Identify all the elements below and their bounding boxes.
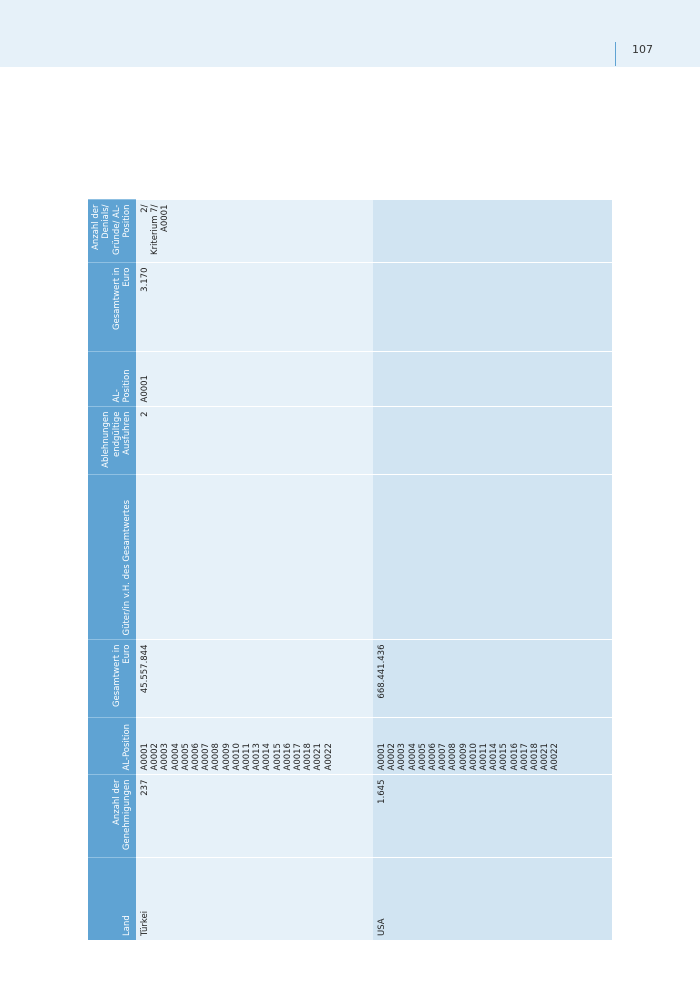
cell-line: A0022 [550,743,561,771]
cell-line: A0002 [387,743,398,771]
cell-line: A0022 [323,743,334,771]
table-cell: A0001 [136,352,373,407]
cell-line: A0002 [150,743,161,771]
cell-line: A0018 [303,743,314,771]
table-cell: 237 [136,775,373,858]
cell-line: A0007 [438,743,449,771]
table-cell: 668.441.436 [373,640,612,718]
cell-line: A0017 [293,743,304,771]
cell-line: A0004 [170,743,181,771]
header-cell: Land [88,858,136,940]
table-cell: A0001 A0002 A0003 A0004 A0005 A0006 A0007 A0008… [373,718,612,775]
rotated-table: Land Anzahl der Genehmigungen AL-Position G… [88,200,612,940]
cell-line: A0006 [428,743,439,771]
header-cell: Güter/in v.H. des Gesamtwertes [88,475,136,640]
table-row: Türkei 237 A0001 A0002 A0003 A0004 A0005 A0006 A… [136,200,373,940]
table-cell: 3.170 [136,263,373,352]
table-cell: 2 [136,407,373,475]
header-cell: AL-Position [88,352,136,407]
cell-line: A0005 [417,743,428,771]
cell-line: A0001 [160,204,171,232]
table-body: Türkei 237 A0001 A0002 A0003 A0004 A0005 A0006 A… [136,200,612,940]
header-cell: Anzahl der Genehmigungen [88,775,136,858]
cell-line: A0014 [262,743,273,771]
cell-line: A0005 [180,743,191,771]
cell-line: A0009 [458,743,469,771]
table: Land Anzahl der Genehmigungen AL-Position G… [88,200,612,940]
cell-line: A0008 [211,743,222,771]
cell-line: A0011 [479,743,490,771]
table-cell: 2/Kriterium 7/A0001 [136,200,373,263]
cell-line: Kriterium 7/ [150,204,161,256]
cell-line: A0016 [509,743,520,771]
header-band [0,0,700,67]
cell-line: A0009 [221,743,232,771]
table-cell: 1.645 [373,775,612,858]
cell-line: A0021 [313,743,324,771]
table-cell: USA [373,858,612,940]
table-cell [373,475,612,640]
cell-line: A0006 [191,743,202,771]
header-cell: AL-Position [88,718,136,775]
cell-line: A0015 [499,743,510,771]
table-cell [136,475,373,640]
cell-line: A0021 [540,743,551,771]
header-row: Land Anzahl der Genehmigungen AL-Position G… [88,200,136,940]
table-cell [373,352,612,407]
cell-line: A0016 [282,743,293,771]
header-rule [615,42,616,66]
cell-line: A0003 [397,743,408,771]
cell-line: 2/ [140,204,150,213]
table-cell [373,200,612,263]
cell-line: A0011 [242,743,253,771]
header-cell: Gesamtwert in Euro [88,640,136,718]
cell-line: A0014 [489,743,500,771]
page-number: 107 [632,43,653,56]
table-cell [373,407,612,475]
header-cell: Anzahl der Denials/ Gründe/ AL-Position [88,200,136,263]
cell-line: A0001 [377,743,387,771]
cell-line: A0015 [272,743,283,771]
header-cell: Gesamtwert in Euro [88,263,136,352]
table-holder: Land Anzahl der Genehmigungen AL-Position G… [88,200,612,940]
cell-line: A0017 [519,743,530,771]
cell-line: A0001 [140,743,150,771]
table-cell: 45.557.844 [136,640,373,718]
cell-line: A0013 [252,743,263,771]
table-cell: A0001 A0002 A0003 A0004 A0005 A0006 A0007 A0008… [136,718,373,775]
table-cell [373,263,612,352]
cell-line: A0010 [468,743,479,771]
table-row: USA 1.645 A0001 A0002 A0003 A0004 A0005 A0006 A0… [373,200,612,940]
cell-line: A0003 [160,743,171,771]
header-cell: Ablehnungen endgültige Ausfuhren [88,407,136,475]
cell-line: A0018 [530,743,541,771]
cell-line: A0008 [448,743,459,771]
cell-line: A0004 [407,743,418,771]
cell-line: A0007 [201,743,212,771]
cell-line: A0010 [231,743,242,771]
table-cell: Türkei [136,858,373,940]
